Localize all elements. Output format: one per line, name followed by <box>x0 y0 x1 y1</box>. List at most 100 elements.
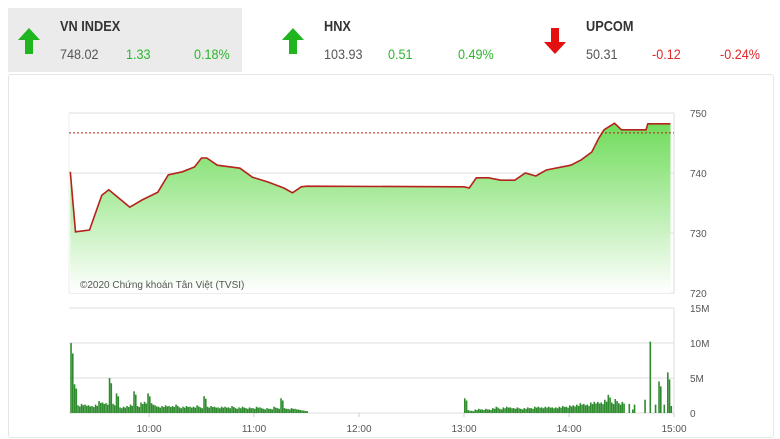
arrow-down-icon <box>544 28 566 54</box>
volume-bar <box>581 404 583 413</box>
volume-bar <box>247 408 249 413</box>
volume-bar <box>122 406 125 413</box>
volume-bar <box>616 401 618 413</box>
volume-bar <box>147 393 149 413</box>
volume-bar <box>86 405 88 413</box>
volume-bar <box>486 409 489 413</box>
volume-bar <box>506 406 508 413</box>
volume-tick-label: 15M <box>690 304 709 315</box>
volume-bar <box>541 407 543 413</box>
volume-bar <box>241 406 244 413</box>
volume-bar <box>576 404 578 413</box>
volume-bar <box>201 408 204 413</box>
volume-bar <box>301 410 303 413</box>
volume-bar <box>114 405 116 413</box>
volume-bar <box>534 406 536 413</box>
volume-bar <box>548 406 550 413</box>
volume-bar <box>644 399 646 413</box>
volume-bar <box>184 407 186 413</box>
time-tick-label: 13:00 <box>451 424 476 435</box>
volume-bar <box>222 407 225 413</box>
volume-bar <box>612 404 615 413</box>
volume-bar <box>528 408 531 413</box>
arrow-up-icon <box>18 28 40 54</box>
volume-bar <box>187 407 190 413</box>
volume-bar <box>108 378 111 413</box>
volume-bar <box>556 408 559 413</box>
volume-bar <box>516 407 519 413</box>
volume-bar <box>129 404 132 413</box>
index-name: UPCOM <box>586 18 634 35</box>
volume-bar <box>621 401 624 413</box>
volume-bar <box>199 407 202 413</box>
volume-bar <box>605 401 608 413</box>
index-hnx[interactable]: HNX 103.93 0.51 0.49% <box>272 8 506 72</box>
volume-bar <box>507 407 510 413</box>
volume-bar <box>304 410 307 413</box>
volume-bar <box>87 405 90 413</box>
volume-bar <box>150 403 153 413</box>
volume-bar <box>173 407 176 413</box>
index-vnindex[interactable]: VN INDEX 748.02 1.33 0.18% <box>8 8 242 72</box>
volume-bar <box>597 401 599 413</box>
volume-bar <box>257 407 260 413</box>
volume-bar <box>485 408 487 413</box>
volume-bar <box>663 404 666 413</box>
volume-bar <box>602 404 604 413</box>
volume-bar <box>240 408 242 413</box>
volume-bar <box>262 408 265 413</box>
volume-bar <box>633 404 636 413</box>
volume-bar <box>217 407 219 413</box>
volume-bar <box>670 406 673 413</box>
volume-bar <box>465 400 468 413</box>
time-tick-label: 14:00 <box>556 424 581 435</box>
volume-bar <box>497 407 499 413</box>
volume-bar <box>544 406 547 413</box>
volume-bar <box>660 386 662 413</box>
volume-bar <box>604 399 606 413</box>
volume-bar <box>577 405 580 413</box>
volume-bar <box>156 406 158 413</box>
volume-bar <box>91 406 93 413</box>
volume-bar <box>569 405 571 413</box>
volume-bar <box>215 407 218 413</box>
volume-bar <box>520 408 522 413</box>
volume-bar <box>89 406 92 413</box>
volume-bar <box>206 406 209 413</box>
volume-bar <box>509 407 512 413</box>
volume-bar <box>196 405 198 413</box>
volume-bar <box>492 408 494 413</box>
volume-bar <box>159 407 162 413</box>
volume-bar <box>467 410 470 413</box>
index-value: 748.02 <box>60 46 99 62</box>
volume-bar <box>658 381 660 413</box>
volume-bar <box>628 403 631 413</box>
volume-bar <box>163 407 165 413</box>
price-tick-label: 720 <box>690 289 707 300</box>
volume-bar <box>128 407 130 413</box>
index-upcom[interactable]: UPCOM 50.31 -0.12 -0.24% <box>534 8 768 72</box>
price-line <box>69 122 671 233</box>
volume-bar <box>483 410 485 413</box>
volume-bar <box>490 410 492 413</box>
time-tick-label: 12:00 <box>346 424 371 435</box>
volume-bar <box>649 341 652 413</box>
volume-bar <box>535 407 538 413</box>
volume-bar <box>138 407 141 413</box>
volume-bar <box>84 404 86 413</box>
volume-bar <box>654 404 657 413</box>
volume-bar <box>611 402 613 413</box>
volume-bar <box>73 384 76 413</box>
volume-bar <box>175 404 177 413</box>
volume-bar <box>191 407 193 413</box>
volume-bar <box>72 353 74 413</box>
index-percent: 0.49% <box>458 46 494 62</box>
volume-bar <box>306 411 309 413</box>
volume-bar <box>224 406 226 413</box>
volume-bar <box>479 409 482 413</box>
volume-bar <box>117 396 120 413</box>
volume-bar <box>152 404 155 413</box>
volume-bar <box>198 406 200 413</box>
index-change: -0.12 <box>652 46 681 62</box>
volume-bar <box>584 405 587 413</box>
